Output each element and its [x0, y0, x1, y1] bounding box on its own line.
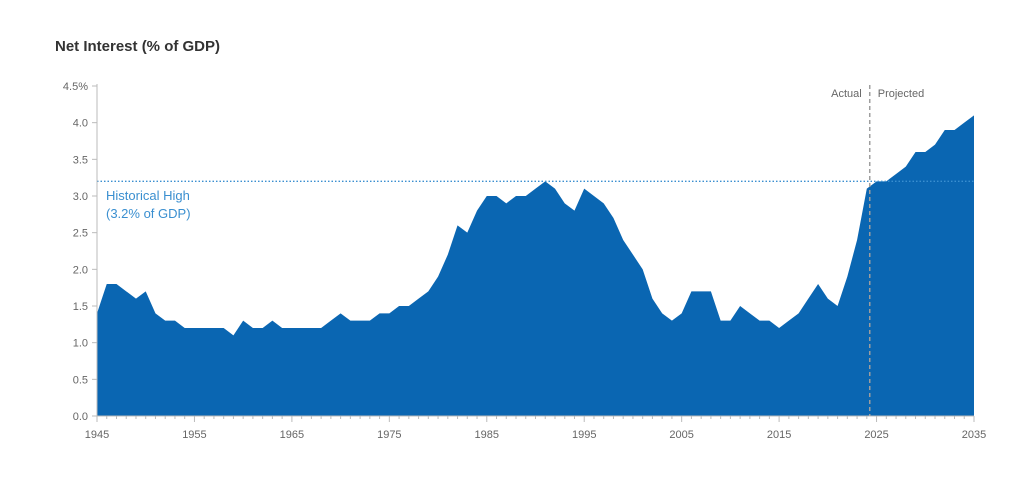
y-tick-label: 4.0 [73, 118, 88, 130]
x-tick-label: 2005 [669, 429, 693, 441]
y-tick-label: 2.5 [73, 228, 88, 240]
area-series-net-interest [97, 115, 974, 416]
y-tick-label: 1.5 [73, 301, 88, 313]
y-tick-label: 0.5 [73, 374, 88, 386]
x-tick-label: 2015 [767, 429, 791, 441]
historical-high-label: Historical High [106, 188, 190, 203]
x-tick-label: 1985 [475, 429, 499, 441]
y-tick-label: 0.0 [73, 411, 88, 423]
projected-label: Projected [878, 88, 924, 100]
y-tick-label: 3.5 [73, 154, 88, 166]
x-tick-label: 1955 [182, 429, 206, 441]
actual-label: Actual [831, 88, 862, 100]
y-tick-label: 4.5% [63, 81, 88, 93]
x-tick-label: 2035 [962, 429, 986, 441]
x-tick-label: 1975 [377, 429, 401, 441]
x-tick-label: 1945 [85, 429, 109, 441]
y-tick-label: 1.0 [73, 338, 88, 350]
historical-high-value-label: (3.2% of GDP) [106, 206, 191, 221]
x-tick-label: 2025 [864, 429, 888, 441]
x-tick-label: 1965 [280, 429, 304, 441]
x-tick-label: 1995 [572, 429, 596, 441]
chart-title: Net Interest (% of GDP) [55, 38, 221, 55]
y-tick-label: 2.0 [73, 264, 88, 276]
y-tick-label: 3.0 [73, 191, 88, 203]
